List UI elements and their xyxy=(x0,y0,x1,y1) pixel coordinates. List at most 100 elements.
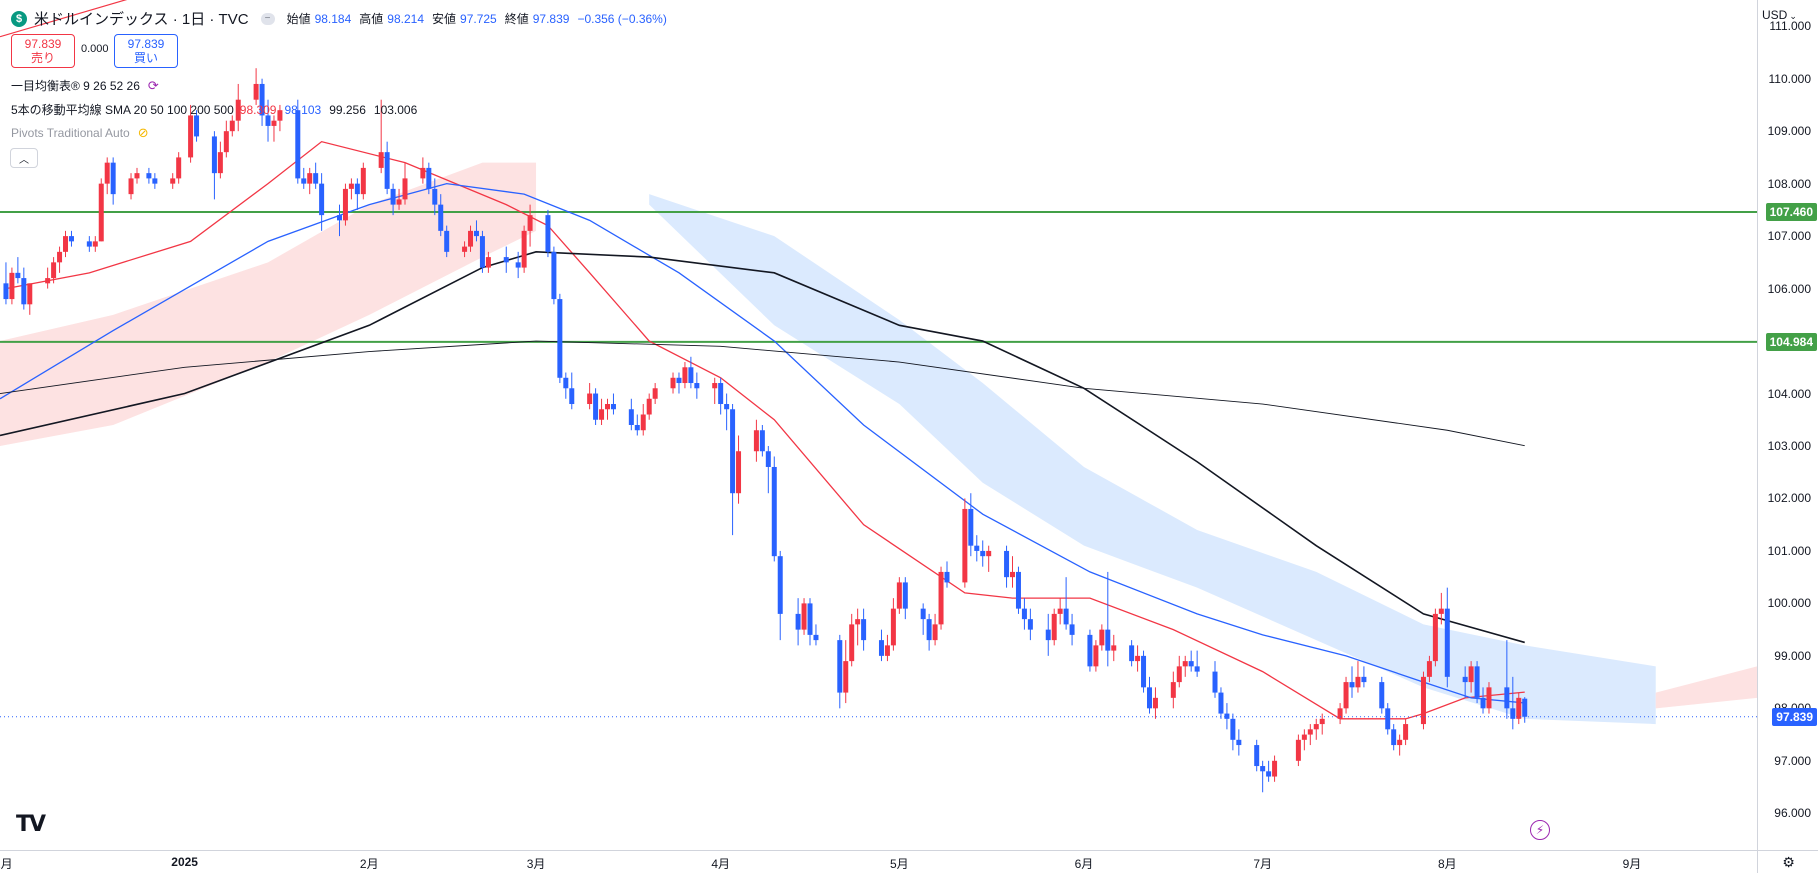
candle-body xyxy=(21,278,27,305)
candle xyxy=(301,167,307,189)
candle-body xyxy=(63,236,69,252)
trendline-layer xyxy=(0,0,128,38)
chevron-down-icon: ⌄ xyxy=(1789,11,1797,21)
buy-button[interactable]: 97.839 買い xyxy=(114,34,178,68)
candle-body xyxy=(1152,697,1158,709)
candle-body xyxy=(759,430,765,452)
price-tick-label: 96.000 xyxy=(1774,806,1811,821)
candle xyxy=(402,162,408,205)
candle-body xyxy=(837,640,843,693)
sma-legend[interactable]: 5本の移動平均線 SMA 20 50 100 200 500 98.309 98.… xyxy=(11,101,417,118)
candle xyxy=(462,241,468,258)
candle xyxy=(45,267,51,289)
symbol-legend[interactable]: $ 米ドルインデックス · 1日 · TVC − 始値 98.184 高値 98.2… xyxy=(11,8,667,29)
candle xyxy=(146,167,152,184)
candle-body xyxy=(146,173,152,179)
candle xyxy=(515,251,521,279)
refresh-icon[interactable]: ⟳ xyxy=(147,77,159,93)
price-tick-label: 108.000 xyxy=(1767,176,1811,191)
currency-selector[interactable]: USD ⌄ xyxy=(1762,8,1797,22)
price-axis[interactable]: 111.000 110.000 109.000 108.000 107.000 106.0… xyxy=(1757,0,1818,850)
candle-body xyxy=(1295,739,1301,761)
candle xyxy=(188,104,194,163)
candle xyxy=(468,225,474,252)
price-tick-label: 110.000 xyxy=(1768,71,1812,86)
candle-body xyxy=(1099,629,1105,646)
time-tick-label: 2月 xyxy=(359,857,379,871)
candle-body xyxy=(718,383,724,405)
candle xyxy=(1099,624,1105,651)
candle-body xyxy=(1307,729,1313,735)
candle-body xyxy=(402,178,408,200)
candle xyxy=(1379,676,1385,714)
candle-body xyxy=(265,115,271,126)
candle-body xyxy=(753,430,759,452)
candle-body xyxy=(176,157,182,179)
price-tag: 107.460 xyxy=(1765,202,1817,221)
candle xyxy=(962,498,968,588)
candle-body xyxy=(682,367,688,384)
candle-body xyxy=(712,383,718,389)
candle xyxy=(676,372,682,394)
sma-value: 98.309 xyxy=(239,102,277,117)
price-tick-label: 111.000 xyxy=(1769,19,1811,34)
candle-body xyxy=(3,283,9,300)
sell-button[interactable]: 97.839 売り xyxy=(11,34,75,68)
candle-body xyxy=(610,404,616,410)
candle-body xyxy=(1027,619,1033,630)
candle-body xyxy=(360,167,366,195)
price-tick-label: 101.000 xyxy=(1767,543,1811,558)
time-axis[interactable]: 12月 2025 2月 3月 4月 5月 6月 7月 8月 9月 xyxy=(0,850,1757,873)
candle xyxy=(712,377,718,405)
candle-body xyxy=(253,83,259,100)
time-tick-label: 2025 xyxy=(171,855,198,869)
settings-gear-icon[interactable]: ⚙ xyxy=(1757,850,1818,873)
candle-body xyxy=(545,215,551,252)
candle-body xyxy=(771,466,777,557)
candle xyxy=(176,152,182,184)
price-tag: 104.984 xyxy=(1765,332,1817,351)
sma-line-0 xyxy=(5,140,1525,720)
candle-body xyxy=(1093,645,1099,667)
lightning-icon[interactable]: ⚡ xyxy=(1530,820,1550,840)
collapse-legend-button[interactable]: ︿ xyxy=(10,148,38,168)
candle-body xyxy=(557,299,563,378)
candle-body xyxy=(694,383,700,389)
pivots-legend[interactable]: Pivots Traditional Auto ⊘ xyxy=(11,125,149,141)
candle-body xyxy=(1218,692,1224,714)
candle xyxy=(1004,545,1010,588)
candle-body xyxy=(599,409,605,420)
dollar-icon: $ xyxy=(11,10,27,27)
hidden-eye-icon[interactable]: ⊘ xyxy=(137,125,149,140)
candle xyxy=(1480,687,1486,714)
candle xyxy=(1230,713,1236,751)
candle xyxy=(63,230,69,258)
candle xyxy=(92,236,98,252)
tradingview-logo[interactable]: TV xyxy=(16,812,46,837)
candle-body xyxy=(587,393,593,405)
ichimoku-legend[interactable]: 一目均衡表® 9 26 52 26 ⟳ xyxy=(11,77,159,94)
candle xyxy=(861,608,867,651)
candle-body xyxy=(1504,687,1510,709)
candle-body xyxy=(1349,682,1355,688)
candle xyxy=(1212,661,1218,698)
candle xyxy=(235,83,241,132)
candle xyxy=(313,162,319,189)
candle xyxy=(1236,729,1242,756)
minimize-icon[interactable]: − xyxy=(260,12,275,25)
candle xyxy=(765,445,771,494)
candle-body xyxy=(152,178,158,184)
candle-body xyxy=(98,183,104,242)
candle xyxy=(1420,671,1426,730)
candle xyxy=(1010,556,1016,588)
candle xyxy=(980,540,986,567)
symbol-title[interactable]: 米ドルインデックス · 1日 · TVC xyxy=(34,11,249,28)
time-tick-label: 8月 xyxy=(1437,857,1457,871)
candle-body xyxy=(1444,608,1450,677)
candle xyxy=(1194,650,1200,677)
candle-body xyxy=(390,188,396,205)
candle xyxy=(211,131,217,200)
candle xyxy=(420,157,426,184)
high-label: 高値 xyxy=(359,12,384,26)
